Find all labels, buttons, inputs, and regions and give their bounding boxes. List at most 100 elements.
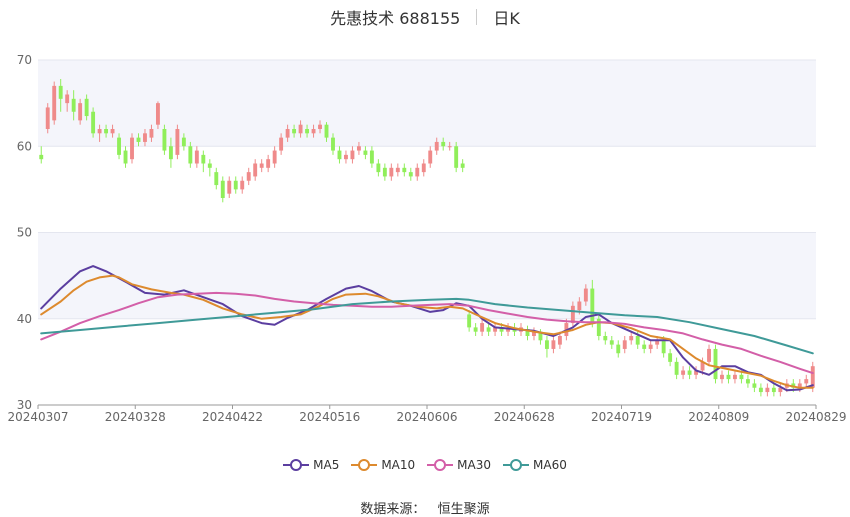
candle-body	[752, 383, 757, 388]
candle-body	[45, 107, 50, 129]
ma-line-ma10	[40, 274, 814, 389]
legend-label-ma60: MA60	[533, 458, 567, 472]
legend-item-ma10[interactable]: MA10	[351, 458, 415, 472]
candle-body	[78, 103, 83, 121]
candle-body	[311, 129, 316, 134]
candle-body	[655, 340, 660, 345]
candle-body	[39, 154, 44, 160]
x-tick-label: 20240328	[105, 410, 166, 424]
y-tick-label: 40	[17, 312, 32, 326]
candle-body	[259, 163, 264, 168]
candle-body	[804, 379, 809, 384]
candle-body	[175, 129, 180, 155]
source-value: 恒生聚源	[437, 502, 490, 517]
candle-body	[758, 387, 763, 393]
candle-body	[493, 327, 498, 332]
legend-item-ma30[interactable]: MA30	[427, 458, 491, 472]
candle-body	[71, 98, 76, 112]
candle-body	[207, 163, 212, 168]
candle-body	[460, 163, 465, 168]
chart-background-bands	[38, 60, 816, 319]
candle-body	[421, 163, 426, 173]
title-divider	[476, 9, 478, 25]
chart-title-bar: 先惠技术 688155 日K	[0, 6, 850, 28]
candle-body	[428, 150, 433, 164]
candle-body	[557, 336, 562, 345]
legend-marker-ma30	[427, 458, 454, 472]
candle-body	[525, 329, 530, 336]
candle-body	[266, 159, 271, 168]
candle-body	[253, 163, 258, 177]
candle-body	[214, 172, 219, 186]
candle-body	[220, 180, 225, 198]
candle-body	[369, 150, 374, 164]
y-tick-label: 30	[17, 398, 32, 412]
candle-body	[765, 387, 770, 393]
candle-body	[635, 336, 640, 345]
legend: MA5 MA10 MA30 MA60	[0, 458, 850, 472]
candle-body	[65, 94, 70, 104]
y-tick-label: 50	[17, 226, 32, 240]
candle-body	[642, 344, 647, 349]
candle-body	[84, 98, 89, 117]
period-label[interactable]: 日K	[493, 9, 520, 28]
source-label: 数据来源：	[360, 502, 426, 517]
candle-body	[344, 154, 348, 160]
candle-body	[694, 370, 699, 375]
legend-label-ma30: MA30	[457, 458, 492, 472]
candle-body	[246, 172, 251, 181]
legend-item-ma60[interactable]: MA60	[503, 458, 567, 472]
x-tick-label: 20240809	[688, 410, 749, 424]
legend-item-ma5[interactable]: MA5	[283, 458, 339, 472]
candle-body	[240, 180, 245, 190]
candle-body	[661, 340, 666, 354]
candle-body	[629, 336, 634, 341]
x-tick-label: 20240606	[396, 410, 457, 424]
x-tick-label: 20240516	[299, 410, 360, 424]
candle-body	[292, 129, 297, 134]
candle-body	[609, 340, 614, 345]
legend-marker-ma5	[283, 458, 310, 472]
chart-title: 先惠技术 688155	[330, 9, 461, 28]
candle-body	[486, 327, 491, 332]
candle-body	[123, 150, 128, 164]
candle-body	[149, 129, 154, 138]
candle-body	[499, 327, 504, 332]
candle-body	[720, 374, 724, 380]
candle-body	[480, 323, 485, 332]
candle-body	[227, 180, 232, 194]
candle-body	[544, 340, 549, 349]
candle-body	[337, 150, 342, 160]
x-tick-label: 20240628	[494, 410, 555, 424]
moving-average-lines	[40, 265, 814, 392]
candle-body	[298, 124, 303, 134]
candle-body	[434, 141, 439, 151]
candle-body	[797, 383, 802, 388]
candle-body	[162, 129, 167, 151]
candle-body	[415, 167, 420, 177]
candle-body	[58, 85, 63, 99]
candle-body	[532, 331, 536, 336]
x-tick-label: 20240829	[785, 410, 846, 424]
candle-body	[681, 370, 686, 375]
ma-line-ma60	[40, 297, 814, 355]
candle-body	[97, 129, 102, 134]
candle-body	[441, 141, 446, 147]
candle-body	[188, 146, 193, 164]
candle-body	[143, 133, 147, 142]
grid-lines	[38, 59, 816, 406]
candle-body	[467, 314, 472, 328]
candle-body	[778, 387, 783, 393]
candle-body	[117, 137, 121, 155]
ma-line-ma30	[40, 291, 814, 375]
candle-body	[104, 129, 109, 134]
candle-body	[181, 137, 186, 147]
candle-body	[739, 374, 744, 380]
candle-body	[590, 288, 595, 324]
candle-body	[233, 180, 238, 190]
legend-marker-ma10	[351, 458, 378, 472]
candle-body	[363, 150, 368, 155]
legend-marker-ma60	[503, 458, 530, 472]
candle-body	[687, 370, 692, 375]
